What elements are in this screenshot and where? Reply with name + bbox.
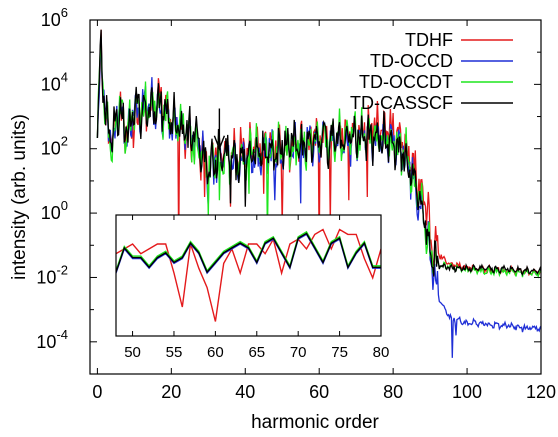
x-axis-label: harmonic order: [251, 412, 379, 433]
inset-x-tick-label: 70: [290, 344, 307, 361]
x-tick-label: 120: [526, 382, 556, 402]
inset-x-tick-label: 80: [373, 344, 390, 361]
annotation-arrow: [213, 108, 226, 151]
inset-x-tick-label: 50: [124, 344, 141, 361]
main-y-ticks: 106 104 102 100 10-2 10-4: [36, 5, 541, 375]
y-axis-label: intensity (arb. units): [9, 114, 30, 280]
legend-label-tdhf: TDHF: [405, 30, 453, 50]
inset-x-tick-label: 65: [248, 344, 265, 361]
x-tick-label: 60: [309, 382, 329, 402]
legend-label-td-casscf: TD-CASSCF: [350, 93, 453, 113]
inset-x-ticks: 50 55 60 65 70 75 80: [124, 215, 389, 361]
inset-background: [116, 215, 381, 336]
inset-series-group: [116, 228, 381, 322]
inset-series-line-td-casscf: [116, 232, 381, 274]
inset-series-line-td-occdt: [116, 230, 381, 273]
legend-label-td-occd: TD-OCCD: [370, 51, 453, 71]
y-tick-label: 10-4: [36, 327, 68, 352]
inset-x-tick-label: 75: [331, 344, 348, 361]
y-tick-label: 100: [41, 198, 68, 223]
inset-x-tick-label: 60: [207, 344, 224, 361]
inset-x-tick-label: 55: [166, 344, 183, 361]
x-tick-label: 80: [383, 382, 403, 402]
main-x-ticks: 0 20 40 60 80 100 120: [92, 20, 556, 402]
x-tick-label: 0: [92, 382, 102, 402]
y-tick-label: 10-2: [36, 262, 68, 287]
x-tick-label: 40: [235, 382, 255, 402]
arrow-head: [213, 135, 226, 151]
y-tick-label: 104: [41, 69, 68, 94]
x-tick-label: 20: [161, 382, 181, 402]
series-line-td-casscf: [96, 29, 541, 277]
y-tick-label: 102: [41, 134, 68, 159]
main-plot-frame: [89, 19, 542, 375]
x-tick-label: 100: [452, 382, 482, 402]
inset-plot-frame: [115, 214, 382, 337]
y-tick-label: 106: [41, 5, 68, 30]
legend-label-td-occdt: TD-OCCDT: [359, 72, 453, 92]
inset-series-line-tdhf: [116, 228, 381, 322]
